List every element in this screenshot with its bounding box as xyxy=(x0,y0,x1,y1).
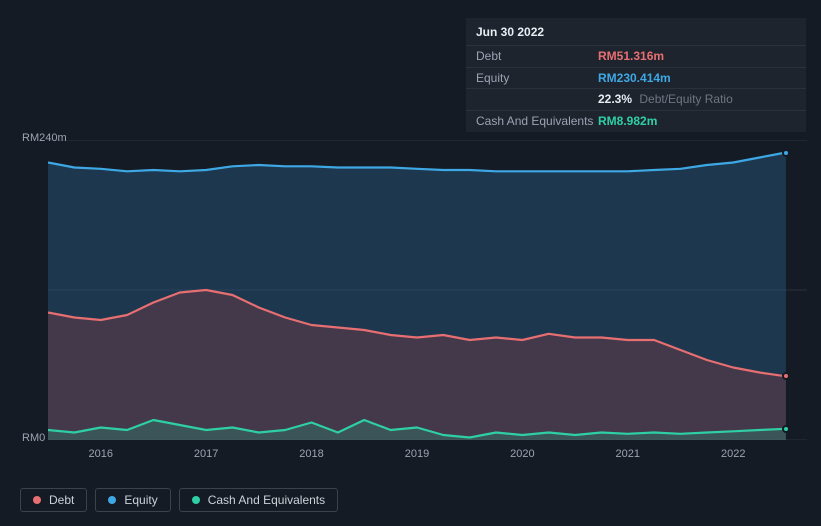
series-marker-debt xyxy=(782,372,790,380)
x-axis-tick-label: 2018 xyxy=(299,448,323,460)
tooltip-value-equity: RM230.414m xyxy=(598,70,671,87)
legend-label-equity: Equity xyxy=(124,493,157,507)
chart-legend: Debt Equity Cash And Equivalents xyxy=(20,488,338,512)
tooltip-label-equity: Equity xyxy=(476,70,598,87)
legend-dot-debt xyxy=(33,496,41,504)
tooltip-date: Jun 30 2022 xyxy=(466,18,806,46)
x-axis-tick-label: 2021 xyxy=(616,448,640,460)
tooltip-row-equity: Equity RM230.414m xyxy=(466,68,806,90)
legend-item-equity[interactable]: Equity xyxy=(95,488,170,512)
tooltip-row-cash: Cash And Equivalents RM8.982m xyxy=(466,111,806,132)
legend-item-cash[interactable]: Cash And Equivalents xyxy=(179,488,338,512)
series-line-equity xyxy=(48,153,786,172)
x-axis-tick-label: 2019 xyxy=(405,448,429,460)
x-axis-tick-label: 2016 xyxy=(88,448,112,460)
legend-label-debt: Debt xyxy=(49,493,74,507)
tooltip-label-ratio xyxy=(476,91,598,108)
tooltip-value-ratio: 22.3% Debt/Equity Ratio xyxy=(598,91,733,108)
legend-label-cash: Cash And Equivalents xyxy=(208,493,325,507)
tooltip-row-debt: Debt RM51.316m xyxy=(466,46,806,68)
legend-item-debt[interactable]: Debt xyxy=(20,488,87,512)
y-axis-tick-label: RM240m xyxy=(22,132,67,144)
x-axis-tick-label: 2017 xyxy=(194,448,218,460)
tooltip-panel: Jun 30 2022 Debt RM51.316m Equity RM230.… xyxy=(466,18,806,132)
legend-dot-cash xyxy=(192,496,200,504)
x-axis-tick-label: 2020 xyxy=(510,448,534,460)
series-marker-equity xyxy=(782,149,790,157)
tooltip-ratio-label: Debt/Equity Ratio xyxy=(639,92,732,106)
chart-plot[interactable] xyxy=(48,140,807,440)
tooltip-ratio-percent: 22.3% xyxy=(598,92,632,106)
legend-dot-equity xyxy=(108,496,116,504)
tooltip-value-cash: RM8.982m xyxy=(598,113,657,130)
x-axis-tick-label: 2022 xyxy=(721,448,745,460)
series-marker-cash xyxy=(782,425,790,433)
y-axis-tick-label: RM0 xyxy=(22,432,45,444)
tooltip-value-debt: RM51.316m xyxy=(598,48,664,65)
tooltip-row-ratio: 22.3% Debt/Equity Ratio xyxy=(466,89,806,111)
tooltip-label-debt: Debt xyxy=(476,48,598,65)
tooltip-label-cash: Cash And Equivalents xyxy=(476,113,598,130)
